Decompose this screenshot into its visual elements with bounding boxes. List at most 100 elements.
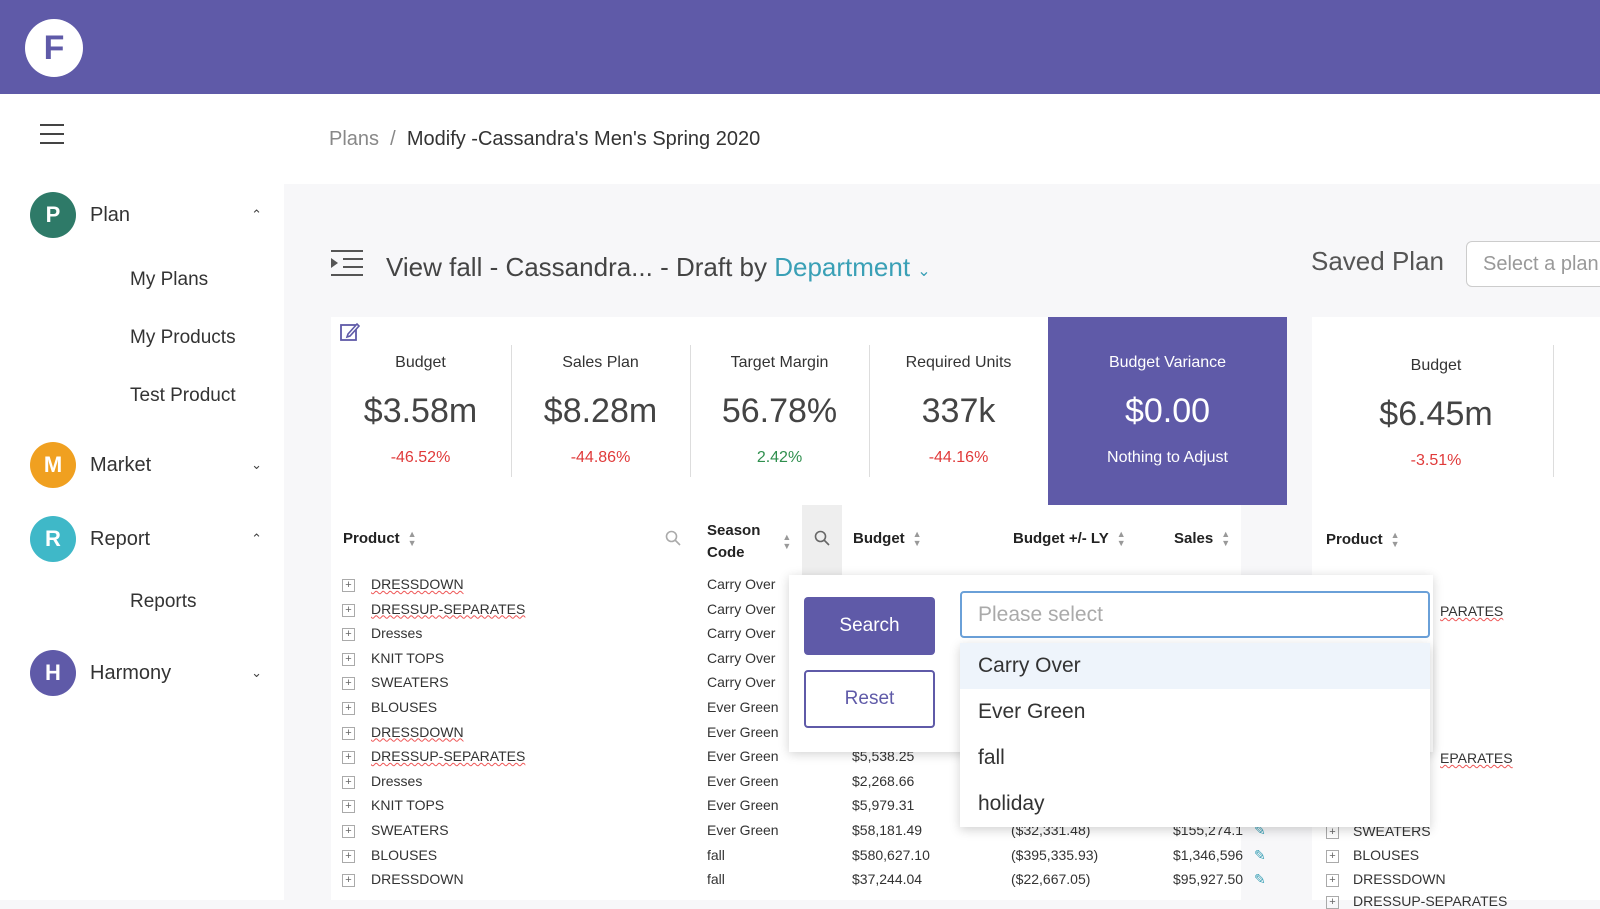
row-product: KNIT TOPS [371, 649, 445, 666]
sidebar-group-market[interactable]: M Market ⌄ [30, 442, 262, 488]
option-fall[interactable]: fall [978, 746, 1005, 769]
edit-icon[interactable]: ✎ [1254, 822, 1266, 838]
sidebar-group-label: Report [90, 527, 151, 550]
row-product: SWEATERS [371, 822, 449, 838]
plan-badge-icon: P [30, 192, 76, 238]
sidebar-item-reports[interactable]: Reports [130, 591, 197, 612]
breadcrumb-plans-link[interactable]: Plans [329, 128, 380, 150]
kpi-card-budget: Budget $3.58m -46.52% [331, 317, 510, 505]
table-row[interactable]: + BLOUSES Ever Green [342, 699, 1242, 723]
menu-icon[interactable] [40, 124, 64, 144]
kpi-delta: -3.51% [1410, 452, 1462, 469]
table-row[interactable]: + DRESSUP-SEPARATES Ever Green $5,538.25 [342, 748, 1242, 772]
table-row[interactable]: + Dresses Carry Over [342, 625, 1242, 649]
row-season-code: Ever Green [707, 699, 779, 715]
expand-icon[interactable]: + [342, 652, 355, 666]
sort-icon: ▲ ▼ [912, 529, 922, 549]
expand-icon[interactable]: + [342, 800, 355, 814]
expand-icon[interactable]: + [342, 726, 355, 740]
chevron-down-icon: ⌄ [251, 665, 262, 680]
sidebar-item-my-products[interactable]: My Products [130, 327, 236, 348]
dimension-dropdown[interactable]: Department ⌄ [774, 252, 930, 282]
expand-icon[interactable]: + [342, 775, 355, 789]
sidebar-group-harmony[interactable]: H Harmony ⌄ [30, 650, 262, 696]
search-icon[interactable] [665, 530, 681, 546]
table-row[interactable]: + BLOUSES fall $580,627.10 ($395,335.93) $1,3… [342, 847, 1266, 871]
kpi-delta: 2.42% [756, 449, 803, 466]
expand-icon[interactable]: + [342, 603, 355, 617]
kpi-title: Sales Plan [562, 354, 639, 371]
edit-icon[interactable]: ✎ [1254, 846, 1266, 863]
expand-icon[interactable]: + [1326, 849, 1339, 863]
expand-icon[interactable]: + [342, 825, 355, 838]
compare-column-header-product[interactable]: Product ▲ ▼ [1326, 531, 1400, 549]
list-item[interactable]: + DRESSDOWN [1326, 871, 1446, 887]
row-season-code: Carry Over [707, 674, 776, 691]
expand-icon[interactable]: + [342, 677, 355, 691]
row-budget: $5,538.25 [852, 748, 915, 765]
compare-row-label: DRESSUP-SEPARATES [1353, 893, 1508, 909]
kpi-delta: -44.86% [570, 449, 631, 466]
sort-icon: ▲ ▼ [1116, 529, 1126, 549]
expand-icon[interactable]: + [1326, 825, 1339, 839]
season-select-input[interactable]: Please select [960, 591, 1430, 638]
option-holiday[interactable]: holiday [978, 792, 1045, 815]
option-ever-green[interactable]: Ever Green [978, 700, 1086, 723]
table-row[interactable]: + DRESSDOWN Carry Over [342, 576, 1242, 600]
row-product: BLOUSES [371, 699, 438, 715]
list-item[interactable]: + SWEATERS [1326, 823, 1431, 839]
expand-icon[interactable]: + [342, 702, 355, 715]
expand-icon[interactable]: + [342, 628, 355, 642]
table-row[interactable]: + DRESSDOWN Ever Green [342, 724, 1242, 748]
reset-button[interactable]: Reset [804, 670, 935, 728]
option-carry-over[interactable]: Carry Over [960, 643, 1430, 689]
row-season-code: Ever Green [707, 748, 779, 765]
row-product: DRESSDOWN [371, 576, 464, 592]
table-row[interactable]: + DRESSUP-SEPARATES Carry Over [342, 601, 1242, 625]
sidebar-group-report[interactable]: R Report ⌃ [30, 516, 262, 562]
list-item[interactable]: + DRESSUP-SEPARATES [1326, 893, 1507, 909]
column-header-season-code[interactable]: Season Code ▲ ▼ [707, 520, 791, 564]
top-bar: F [0, 0, 1600, 94]
divider [1553, 345, 1554, 477]
kpi-title: Required Units [905, 354, 1012, 371]
kpi-card-required-units: Required Units 337k -44.16% [869, 317, 1048, 505]
kpi-delta: Nothing to Adjust [1107, 449, 1228, 466]
search-button[interactable]: Search [804, 597, 935, 655]
table-row[interactable]: + SWEATERS Carry Over [342, 674, 1242, 698]
row-season-code: Carry Over [707, 649, 776, 666]
column-header-budget-ly[interactable]: Budget +/- LY ▲ ▼ [1013, 530, 1126, 548]
row-product: Dresses [371, 772, 423, 789]
column-header-budget[interactable]: Budget ▲ ▼ [853, 530, 922, 548]
select-plan-input[interactable]: Select a plan [1466, 241, 1600, 287]
table-row[interactable]: + DRESSDOWN fall $37,244.04 ($22,667.05) $95,… [342, 871, 1266, 895]
column-header-product[interactable]: Product ▲ ▼ [343, 530, 417, 548]
header-label: Season [707, 522, 761, 539]
edit-icon[interactable]: ✎ [1254, 871, 1266, 888]
expand-icon[interactable]: + [342, 579, 355, 592]
sidebar-item-my-plans[interactable]: My Plans [130, 269, 209, 290]
row-product: SWEATERS [371, 674, 449, 691]
table-row[interactable]: + KNIT TOPS Ever Green $5,979.31 [342, 797, 1242, 821]
edit-icon[interactable] [340, 322, 360, 342]
row-season-code: Carry Over [707, 600, 776, 617]
table-row[interactable]: + Dresses Ever Green $2,268.66 [342, 773, 1242, 797]
app-logo[interactable]: F [25, 19, 83, 77]
expand-icon[interactable]: + [342, 849, 355, 863]
row-budget: $2,268.66 [852, 772, 915, 789]
expand-icon[interactable]: + [1326, 873, 1339, 887]
expand-icon[interactable]: + [1326, 895, 1339, 909]
sidebar-item-test-product[interactable]: Test Product [130, 385, 236, 406]
search-icon [814, 530, 830, 546]
season-filter-toggle[interactable] [802, 505, 842, 575]
kpi-title: Budget [395, 354, 446, 371]
sidebar-group-plan[interactable]: P Plan ⌃ [30, 192, 262, 238]
table-row[interactable]: + KNIT TOPS Carry Over [342, 650, 1242, 674]
outdent-list-icon[interactable] [331, 249, 363, 277]
list-item[interactable]: + BLOUSES [1326, 847, 1419, 863]
column-header-sales[interactable]: Sales ▲ ▼ [1174, 530, 1230, 548]
expand-icon[interactable]: + [342, 874, 355, 888]
row-product: DRESSDOWN [371, 723, 464, 740]
kpi-value: $8.28m [543, 392, 658, 430]
expand-icon[interactable]: + [342, 751, 355, 765]
